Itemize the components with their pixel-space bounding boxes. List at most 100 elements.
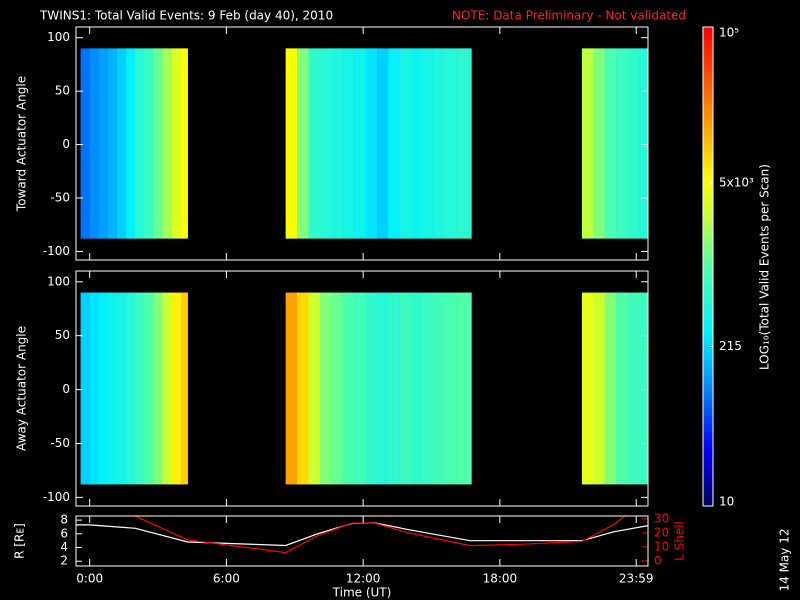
heatmap-cell (126, 292, 136, 485)
heatmap-cell (342, 292, 355, 485)
y-tick-label: 0 (62, 382, 70, 396)
y-tick-label: -50 (50, 191, 70, 205)
heatmap-cell (593, 48, 606, 239)
heatmap-cell (376, 48, 389, 239)
colorbar-tick-label: 5x10³ (719, 175, 754, 189)
heatmap-cell (144, 292, 154, 485)
date-stamp: 14 May 12 (778, 529, 792, 592)
chart-title: TWINS1: Total Valid Events: 9 Feb (day 4… (39, 9, 333, 23)
x-tick-label: 12:00 (346, 572, 381, 586)
heatmap-cell (399, 48, 412, 239)
heatmap-cell (354, 48, 366, 239)
legend-label: L Shell (673, 521, 687, 561)
y-tick-label: -50 (50, 436, 70, 450)
heatmap-cell (98, 48, 109, 239)
heatmap-cell (126, 48, 136, 239)
x-tick-label: 6:00 (213, 572, 240, 586)
panel-frame (75, 26, 649, 261)
heatmap-cell (627, 292, 640, 485)
colorbar-tick-label: 10 (719, 495, 734, 509)
series-line (133, 516, 626, 554)
heatmap-cell (410, 48, 423, 239)
heatmap-cell (144, 48, 154, 239)
y-tick-label: -100 (43, 244, 70, 258)
heatmap-cell (604, 292, 617, 485)
heatmap-cell (388, 48, 400, 239)
heatmap-cell (135, 292, 145, 485)
heatmap-cell (388, 292, 400, 485)
heatmap-cell (297, 48, 309, 239)
heatmap-cell (638, 48, 649, 239)
panel-frame (75, 515, 649, 567)
heatmap-cell (331, 48, 343, 239)
heatmap-cell (422, 292, 435, 485)
y-tick-label: 4 (60, 540, 68, 554)
y-tick-label: 100 (47, 274, 70, 288)
heatmap-cell (162, 48, 173, 239)
y-tick-label: 2 (60, 554, 68, 568)
y2-tick-label: 10 (654, 539, 669, 553)
heatmap-cell (604, 48, 617, 239)
y-tick-label: 50 (55, 328, 70, 342)
note: NOTE: Data Preliminary - Not validated (452, 9, 686, 23)
y-tick-label: 0 (62, 137, 70, 151)
heatmap-cell (593, 292, 606, 485)
colorbar (702, 26, 714, 507)
heatmap-cell (308, 292, 321, 485)
heatmap-cell (297, 292, 309, 485)
heatmap-cell (638, 292, 649, 485)
heatmap-cell (180, 48, 188, 239)
heatmap-cell (422, 48, 435, 239)
y-axis-label: Toward Actuator Angle (15, 76, 29, 212)
heatmap-cell (376, 292, 389, 485)
heatmap-cell (456, 48, 472, 239)
colorbar-label: LOG₁₀(Total Valid Events per Scan) (758, 164, 772, 370)
heatmap-cell (285, 48, 298, 239)
heatmap-cell (433, 292, 446, 485)
heatmap-cell (616, 48, 628, 239)
heatmap-cell (319, 48, 332, 239)
x-tick-label: 23:59 (619, 572, 654, 586)
heatmap-cell (153, 48, 163, 239)
heatmap-cell (354, 292, 366, 485)
heatmap-cell (171, 292, 182, 485)
x-tick-label: 18:00 (483, 572, 518, 586)
heatmap-cell (98, 292, 109, 485)
heatmap-cell (445, 292, 457, 485)
heatmap-cell (331, 292, 343, 485)
heatmap-cell (107, 48, 118, 239)
heatmap-cell (410, 292, 423, 485)
heatmap-cell (162, 292, 173, 485)
heatmap-cell (117, 292, 127, 485)
colorbar-tick-label: 215 (719, 339, 742, 353)
y-axis-label: Away Actuator Angle (15, 326, 29, 451)
y-tick-label: -100 (43, 490, 70, 504)
heatmap-cell (308, 48, 321, 239)
heatmap-cell (80, 292, 90, 485)
legend-label: R [Rᴇ] (13, 523, 27, 559)
heatmap-cell (456, 292, 472, 485)
heatmap-cell (445, 48, 457, 239)
y-tick-label: 50 (55, 84, 70, 98)
plot-area (76, 516, 648, 554)
x-axis-label: Time (UT) (332, 586, 392, 600)
heatmap-cell (180, 292, 188, 485)
heatmap-cell (80, 48, 90, 239)
heatmap-cell (365, 292, 378, 485)
heatmap-cell (433, 48, 446, 239)
y-tick-label: 8 (60, 513, 68, 527)
heatmap-cell (135, 48, 145, 239)
colorbar-tick-label: 10⁵ (719, 26, 739, 40)
heatmap-cell (365, 48, 378, 239)
heatmap-cell (581, 292, 594, 485)
heatmap-cell (399, 292, 412, 485)
heatmap-cell (117, 48, 127, 239)
y2-tick-label: 30 (654, 511, 669, 525)
heatmap-cell (171, 48, 182, 239)
x-tick-label: 0:00 (76, 572, 103, 586)
heatmap-cell (627, 48, 640, 239)
heatmap-cell (616, 292, 628, 485)
heatmap-cell (342, 48, 355, 239)
heatmap-cell (153, 292, 163, 485)
